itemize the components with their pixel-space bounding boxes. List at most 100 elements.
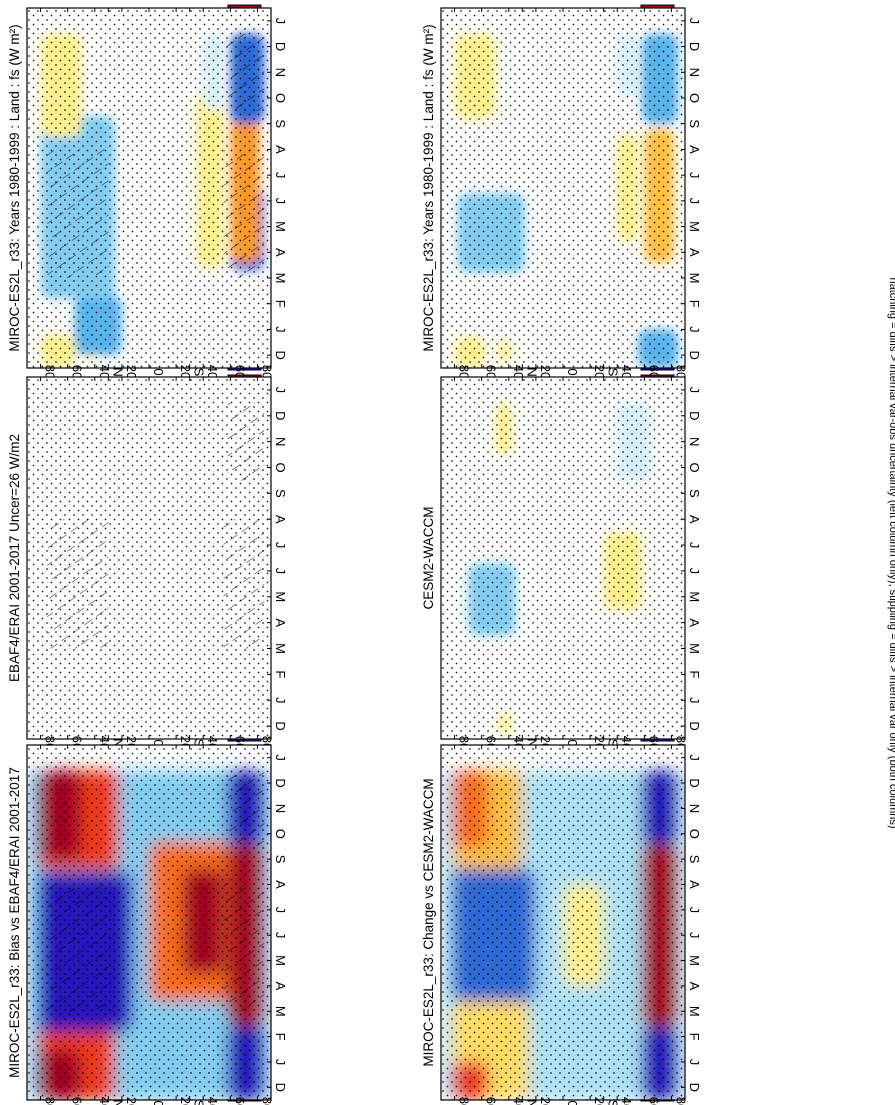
lat-tick-label: 20 xyxy=(538,1097,553,1105)
month-tick-label: D xyxy=(687,721,702,730)
lat-tick-label: 0 xyxy=(151,368,166,375)
lat-tick-label: 60 xyxy=(70,365,85,379)
month-tick-label: M xyxy=(273,273,288,284)
month-tick-label: J xyxy=(273,387,288,394)
month-tick-label: J xyxy=(687,1059,702,1066)
month-tick-label: A xyxy=(687,982,702,991)
lat-tick-label: N xyxy=(110,1099,125,1105)
lat-tick-label: 80 xyxy=(457,1097,472,1105)
hatching xyxy=(227,33,265,111)
month-tick-label: A xyxy=(273,880,288,889)
month-tick-label: N xyxy=(687,804,702,813)
month-tick-label: D xyxy=(687,350,702,359)
month-tick-label: J xyxy=(273,18,288,25)
lat-tick-label: 40 xyxy=(205,365,220,379)
month-tick-label: A xyxy=(687,248,702,257)
lat-tick-label: 20 xyxy=(178,1097,193,1105)
heatmap-field xyxy=(441,8,685,368)
month-tick-label: F xyxy=(687,670,702,678)
lat-tick-label: 60 xyxy=(70,1097,85,1105)
month-tick-label: D xyxy=(273,778,288,787)
month-tick-label: A xyxy=(273,618,288,627)
month-tick-label: A xyxy=(687,880,702,889)
lat-tick-label: S xyxy=(606,739,621,748)
month-tick-label: J xyxy=(687,387,702,394)
lat-tick-label: S xyxy=(192,739,207,748)
lat-tick-label: S xyxy=(606,368,621,377)
month-tick-label: A xyxy=(273,515,288,524)
month-tick-label: J xyxy=(687,198,702,205)
lat-tick-label: 60 xyxy=(232,365,247,379)
month-tick-label: J xyxy=(273,697,288,704)
month-tick-label: D xyxy=(273,721,288,730)
month-tick-label: N xyxy=(687,437,702,446)
month-tick-label: J xyxy=(273,568,288,575)
month-tick-label: S xyxy=(687,489,702,498)
hatching xyxy=(223,519,265,649)
month-tick-label: N xyxy=(273,804,288,813)
lat-tick-label: 20 xyxy=(538,365,553,379)
lat-tick-label: 80 xyxy=(673,1097,688,1105)
lat-tick-label: 40 xyxy=(97,365,112,379)
month-tick-label: D xyxy=(273,1083,288,1092)
month-tick-label: M xyxy=(687,643,702,654)
heatmap-field xyxy=(27,8,271,368)
month-tick-label: J xyxy=(687,907,702,914)
month-tick-label: A xyxy=(273,982,288,991)
month-tick-label: M xyxy=(273,955,288,966)
month-tick-label: M xyxy=(273,1006,288,1017)
lat-tick-label: N xyxy=(524,367,539,376)
lat-tick-label: 40 xyxy=(511,1097,526,1105)
month-tick-label: S xyxy=(273,855,288,864)
lat-tick-label: 20 xyxy=(592,1097,607,1105)
month-tick-label: D xyxy=(687,411,702,420)
figure-footnote: hatching = diffs > internal var-obs unce… xyxy=(887,277,895,828)
lat-tick-label: N xyxy=(110,367,125,376)
month-tick-label: N xyxy=(273,437,288,446)
lat-tick-label: 40 xyxy=(97,1097,112,1105)
month-tick-label: M xyxy=(687,273,702,284)
lat-tick-label: 40 xyxy=(511,365,526,379)
lat-tick-label: 80 xyxy=(43,1097,58,1105)
month-tick-label: J xyxy=(273,1059,288,1066)
hatching xyxy=(223,149,265,278)
month-tick-label: D xyxy=(687,42,702,51)
lat-tick-label: 80 xyxy=(43,365,58,379)
panel-title: MIROC-ES2L_r33: Change vs CESM2-WACCM xyxy=(421,778,436,1066)
lat-tick-label: 20 xyxy=(124,365,139,379)
month-tick-label: O xyxy=(687,829,702,839)
month-tick-label: A xyxy=(687,515,702,524)
lat-tick-label: 80 xyxy=(259,365,274,379)
month-tick-label: J xyxy=(273,198,288,205)
month-tick-label: M xyxy=(273,643,288,654)
heatmap-field xyxy=(441,377,685,739)
hatching xyxy=(227,402,265,481)
month-tick-label: S xyxy=(273,119,288,128)
panel-title: EBAF4/ERAI 2001-2017 Uncer=26 W/m2 xyxy=(7,434,22,682)
month-tick-label: J xyxy=(273,172,288,179)
lat-tick-label: N xyxy=(110,738,125,747)
lat-tick-label: S xyxy=(606,1100,621,1105)
month-tick-label: J xyxy=(687,18,702,25)
heatmap-field xyxy=(441,745,685,1100)
month-tick-label: D xyxy=(687,1083,702,1092)
lat-tick-label: 60 xyxy=(484,1097,499,1105)
month-tick-label: S xyxy=(687,119,702,128)
month-tick-label: J xyxy=(273,932,288,939)
lat-tick-label: S xyxy=(192,368,207,377)
stippling xyxy=(441,377,685,739)
month-tick-label: M xyxy=(273,221,288,232)
month-tick-label: J xyxy=(687,542,702,549)
month-tick-label: N xyxy=(273,68,288,77)
panel-title: CESM2-WACCM xyxy=(421,507,436,610)
panel-title: MIROC-ES2L_r33: Bias vs EBAF4/ERAI 2001-… xyxy=(7,767,22,1078)
lat-tick-label: N xyxy=(524,738,539,747)
heatmap-field xyxy=(27,377,271,739)
month-tick-label: O xyxy=(273,462,288,472)
month-tick-label: J xyxy=(273,907,288,914)
